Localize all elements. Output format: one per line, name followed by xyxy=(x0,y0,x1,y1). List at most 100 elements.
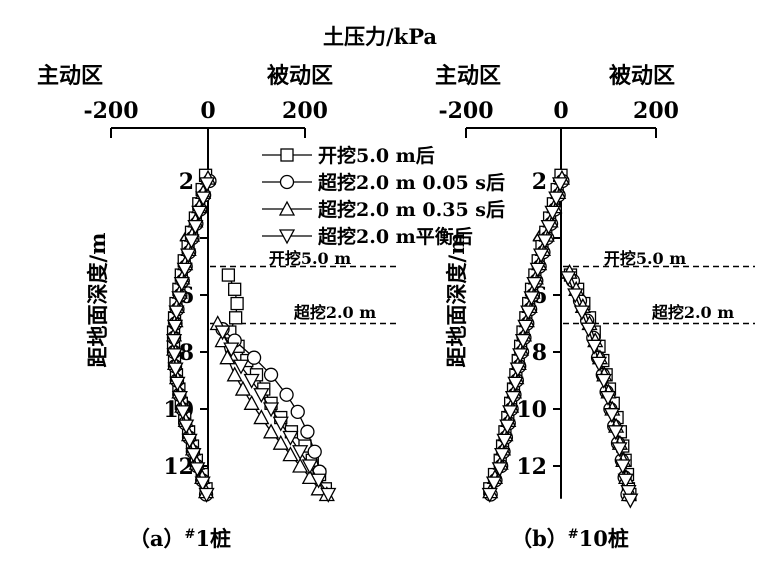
panel-a-series-7-point-2 xyxy=(232,359,250,375)
panel-a-series-6-point-1 xyxy=(195,191,212,207)
legend-marker-3 xyxy=(278,229,296,245)
panel-a-ref-label-overexcavation: 超挖2.0 m xyxy=(293,303,376,322)
panel-a-series-6-point-4 xyxy=(183,234,200,250)
panel-b-series-6-point-0 xyxy=(551,177,569,193)
panel-b-series-7-point-13 xyxy=(620,484,637,501)
panel-a-series-6-point-12 xyxy=(166,348,183,364)
panel-a-series-1-point-1 xyxy=(228,282,242,296)
panel-b-y-tick-label-4: 10 xyxy=(516,397,547,423)
panel-b-series-7-point-0 xyxy=(560,271,577,287)
panel-a-series-6-point-6 xyxy=(176,262,193,278)
panel-a-series-6-point-0 xyxy=(198,177,216,193)
panel-a-series-6-point-7 xyxy=(173,276,190,292)
panel-a-series-5-point-7 xyxy=(262,423,280,439)
panel-b-ref-label-overexcavation: 超挖2.0 m xyxy=(651,303,734,322)
panel-b-series-6-point-19 xyxy=(494,447,511,463)
panel-a-series-7-point-6 xyxy=(272,416,289,432)
panel-b-caption: （b）#10桩 xyxy=(511,526,629,551)
panel-b-series-7-point-5 xyxy=(590,356,608,372)
panel-b-series-7-point-2 xyxy=(573,305,590,321)
panel-b-series-6-point-4 xyxy=(536,234,553,250)
panel-a-passive-zone-label: 被动区 xyxy=(267,63,333,89)
panel-a-series-6-point-11 xyxy=(165,333,183,349)
panel-b-series-6-point-11 xyxy=(514,333,532,349)
chart-top-title: 土压力/kPa xyxy=(323,24,437,49)
panel-a-y-axis-label: 距地面深度/m xyxy=(85,233,110,368)
legend-label-3: 超挖2.0 m平衡后 xyxy=(317,225,473,248)
panel-a-series-6-point-10 xyxy=(166,319,184,335)
panel-a-y-tick-label-0: 2 xyxy=(179,169,194,195)
panel-a-series-5-point-3 xyxy=(226,366,243,382)
panel-b-series-6-point-1 xyxy=(548,191,565,207)
panel-a-y-tick-label-5: 12 xyxy=(163,454,194,480)
panel-a-x-tick-label-1: 0 xyxy=(200,98,215,124)
panel-a-series-1-point-0 xyxy=(221,268,236,282)
panel-a-series-6-point-22 xyxy=(198,487,215,503)
panel-a-x-tick-label-2: 200 xyxy=(282,98,328,124)
panel-b-series-6-point-17 xyxy=(499,419,516,435)
panel-a-caption-prefix: （a） xyxy=(129,526,185,551)
panel-b-series-6-point-5 xyxy=(532,248,550,264)
panel-a-x-tick-label-0: -200 xyxy=(83,98,138,124)
panel-b-series-6-point-6 xyxy=(529,262,546,278)
panel-a-series-7-point-10 xyxy=(310,473,327,489)
panel-a-series-6-point-20 xyxy=(189,462,206,478)
panel-a-series-6-point-13 xyxy=(167,362,184,378)
legend-label-2: 超挖2.0 m 0.35 s后 xyxy=(317,198,505,221)
panel-b-y-tick-label-3: 8 xyxy=(532,340,547,366)
panel-a-caption-sup: # xyxy=(185,527,196,542)
panel-b-x-tick-label-2: 200 xyxy=(633,98,679,124)
panel-a-series-3-point-7 xyxy=(307,444,322,459)
panel-a-series-6-point-3 xyxy=(187,219,204,235)
panel-a-series-3-point-4 xyxy=(279,387,294,402)
panel-a-series-6-point-18 xyxy=(181,433,198,449)
panel-a-series-5-point-5 xyxy=(243,394,260,410)
panel-a-series-6-point-19 xyxy=(185,447,202,463)
legend-label-0: 开挖5.0 m后 xyxy=(318,144,435,167)
panel-b-series-7-point-3 xyxy=(580,322,597,338)
panel-b-series-6-point-16 xyxy=(502,405,519,421)
panel-a-series-6-point-17 xyxy=(178,419,195,435)
panel-b-series-6-point-9 xyxy=(520,305,537,321)
panel-b-passive-zone-label: 被动区 xyxy=(609,63,675,89)
panel-a-series-7-point-3 xyxy=(243,373,260,389)
panel-b-active-zone-label: 主动区 xyxy=(435,63,501,89)
panel-a-series-5-point-2 xyxy=(219,349,236,365)
panel-a-series-1-point-3 xyxy=(228,311,243,325)
panel-b-series-6-point-13 xyxy=(509,362,526,378)
panel-b-series-7-point-12 xyxy=(617,473,634,489)
legend-marker-0 xyxy=(280,148,294,162)
panel-b-series-6-point-20 xyxy=(491,462,508,478)
legend-label-1: 超挖2.0 m 0.05 s后 xyxy=(317,171,505,194)
panel-b-series-6-point-2 xyxy=(544,205,561,221)
panel-a-series-7-point-1 xyxy=(223,342,240,358)
legend-marker-2 xyxy=(278,200,296,216)
panel-b-series-6-point-14 xyxy=(507,376,524,392)
panel-b-series-6-point-18 xyxy=(496,433,513,449)
panel-b-y-axis-label: 距地面深度/m xyxy=(444,233,469,368)
panel-a-series-7-point-8 xyxy=(292,445,309,461)
panel-b-series-7-point-1 xyxy=(567,288,584,304)
panel-b-series-6-point-8 xyxy=(523,291,540,307)
panel-a-series-6-point-14 xyxy=(169,376,186,392)
panel-a-caption: （a）#1桩 xyxy=(129,526,231,551)
panel-b-series-6-point-12 xyxy=(512,348,529,364)
panel-a-series-3-point-6 xyxy=(300,424,315,439)
panel-a-series-1-point-2 xyxy=(230,296,244,311)
panel-b-series-7-point-10 xyxy=(611,442,628,458)
panel-b-series-6-point-7 xyxy=(526,276,543,292)
panel-b-caption-prefix: （b） xyxy=(511,526,568,551)
panel-a-series-5-point-10 xyxy=(292,457,309,473)
panel-b-caption-name: 10桩 xyxy=(579,526,629,551)
panel-b-x-tick-label-0: -200 xyxy=(438,98,493,124)
panel-a-series-5-point-9 xyxy=(282,446,299,462)
panel-b-series-6-point-22 xyxy=(481,487,498,503)
panel-b-y-tick-label-5: 12 xyxy=(516,454,547,480)
panel-a-series-6-point-16 xyxy=(174,405,191,421)
panel-a-series-3-point-2 xyxy=(246,350,262,365)
panel-b-series-7-point-11 xyxy=(614,459,631,475)
panel-a-series-7-point-0 xyxy=(214,325,231,341)
panel-a-series-5-point-4 xyxy=(234,380,252,396)
